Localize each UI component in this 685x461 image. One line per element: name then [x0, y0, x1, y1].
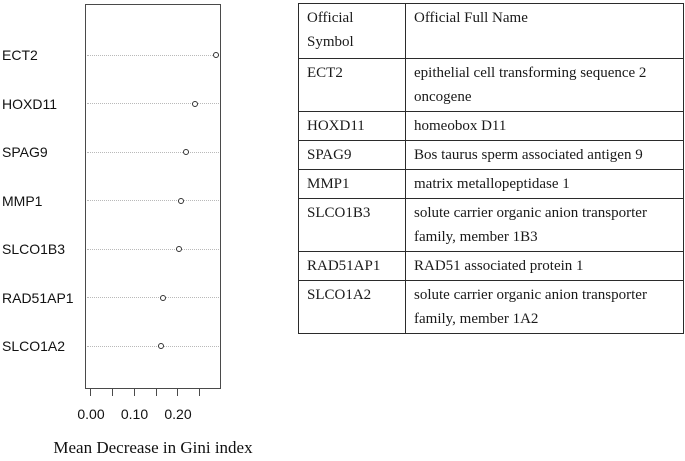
dotted-gridline [87, 54, 219, 56]
table-row: RAD51AP1 RAD51 associated protein 1 [298, 251, 684, 281]
data-point-spag9 [182, 149, 189, 155]
cell-symbol: HOXD11 [298, 111, 406, 141]
x-axis-tick [133, 389, 135, 396]
cell-full-name: epithelial cell transforming sequence 2 … [405, 58, 684, 112]
data-point-ect2 [212, 52, 219, 58]
table-header-row: Official Symbol Official Full Name [298, 3, 684, 59]
dotted-gridline [87, 297, 219, 298]
cell-symbol: SPAG9 [298, 140, 406, 170]
cell-symbol: ECT2 [298, 58, 406, 112]
gene-label-slco1a2: SLCO1A2 [2, 338, 66, 354]
dotted-gridline [87, 200, 219, 201]
cell-full-name: matrix metallopeptidase 1 [405, 169, 684, 199]
gene-label-mmp1: MMP1 [2, 192, 43, 209]
x-axis-tick [177, 389, 179, 396]
gene-label-slco1b3: SLCO1B3 [2, 241, 66, 257]
x-axis-tick [199, 389, 200, 396]
gene-description-table: Official Symbol Official Full Name ECT2 … [298, 3, 684, 334]
x-axis-tick-label: 0.00 [77, 406, 105, 422]
data-point-hoxd11 [191, 100, 198, 107]
dotted-gridline [87, 103, 219, 104]
gene-label-ect2: ECT2 [2, 47, 38, 63]
x-axis-tick-label: 0.20 [164, 406, 192, 422]
header-official-symbol: Official Symbol [298, 3, 406, 59]
x-axis-tick-label: 0.10 [120, 406, 149, 422]
x-axis-title: Mean Decrease in Gini index [53, 438, 253, 457]
table-row: SLCO1B3 solute carrier organic anion tra… [298, 198, 684, 252]
x-axis-tick [155, 389, 157, 396]
table-row: HOXD11 homeobox D11 [298, 111, 684, 141]
cell-full-name: solute carrier organic anion transporter… [405, 280, 684, 334]
data-point-slco1b3 [176, 246, 183, 252]
cell-full-name: homeobox D11 [405, 111, 684, 141]
gene-label-spag9: SPAG9 [2, 144, 48, 160]
table-row: MMP1 matrix metallopeptidase 1 [298, 169, 684, 199]
data-point-mmp1 [178, 197, 185, 204]
cell-symbol: SLCO1B3 [298, 198, 406, 252]
x-axis-tick [90, 389, 92, 396]
cell-symbol: SLCO1A2 [298, 280, 406, 334]
cell-full-name: solute carrier organic anion transporter… [405, 198, 684, 252]
table-row: SPAG9 Bos taurus sperm associated antige… [298, 140, 684, 170]
table-row: ECT2 epithelial cell transforming sequen… [298, 58, 684, 112]
data-point-rad51ap1 [160, 294, 167, 301]
header-official-full-name: Official Full Name [405, 3, 684, 59]
dotted-gridline [87, 345, 219, 347]
cell-symbol: RAD51AP1 [298, 251, 406, 281]
cell-full-name: Bos taurus sperm associated antigen 9 [405, 140, 684, 170]
data-point-slco1a2 [158, 343, 165, 349]
dotted-gridline [87, 248, 219, 250]
plot-area-border [85, 4, 221, 389]
table-row: SLCO1A2 solute carrier organic anion tra… [298, 280, 684, 334]
gene-label-hoxd11: HOXD11 [2, 95, 57, 112]
cell-full-name: RAD51 associated protein 1 [405, 251, 684, 281]
dotted-gridline [87, 151, 219, 153]
gene-label-rad51ap1: RAD51AP1 [2, 289, 74, 306]
cell-symbol: MMP1 [298, 169, 406, 199]
x-axis-tick [112, 389, 113, 396]
